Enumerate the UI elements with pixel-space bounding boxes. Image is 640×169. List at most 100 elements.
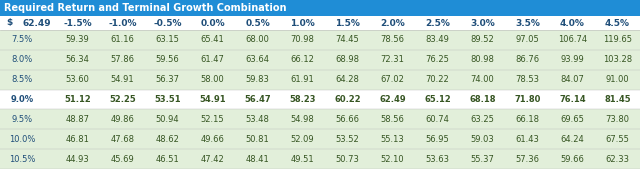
Text: 91.00: 91.00 [605,75,629,84]
Text: 7.5%: 7.5% [12,35,33,44]
Text: 83.49: 83.49 [426,35,449,44]
Text: 78.53: 78.53 [515,75,540,84]
Text: 93.99: 93.99 [561,55,584,64]
Text: -1.0%: -1.0% [108,18,137,28]
Text: 1.0%: 1.0% [290,18,315,28]
Text: 65.41: 65.41 [200,35,225,44]
Text: 3.0%: 3.0% [470,18,495,28]
Text: 4.5%: 4.5% [605,18,630,28]
Text: 50.94: 50.94 [156,115,179,124]
Text: 53.52: 53.52 [335,135,360,144]
Text: 62.33: 62.33 [605,155,630,164]
Text: $: $ [6,18,12,28]
Text: 63.25: 63.25 [470,115,495,124]
Text: 57.86: 57.86 [111,55,134,64]
Text: 70.22: 70.22 [426,75,449,84]
Text: 58.00: 58.00 [200,75,225,84]
Text: 72.31: 72.31 [381,55,404,64]
Text: 68.00: 68.00 [246,35,269,44]
Text: 58.23: 58.23 [289,95,316,104]
Text: 52.10: 52.10 [381,155,404,164]
Text: 89.52: 89.52 [470,35,494,44]
Text: 55.37: 55.37 [470,155,495,164]
Text: 54.98: 54.98 [291,115,314,124]
Text: 2.0%: 2.0% [380,18,405,28]
Text: 61.43: 61.43 [516,135,540,144]
Text: -0.5%: -0.5% [153,18,182,28]
Text: 44.93: 44.93 [66,155,90,164]
Text: 73.80: 73.80 [605,115,630,124]
Text: 2.5%: 2.5% [425,18,450,28]
Text: 119.65: 119.65 [603,35,632,44]
Text: 56.47: 56.47 [244,95,271,104]
Text: 46.81: 46.81 [65,135,90,144]
Text: 1.5%: 1.5% [335,18,360,28]
Text: 53.48: 53.48 [246,115,269,124]
FancyBboxPatch shape [0,110,640,129]
Text: 59.39: 59.39 [66,35,90,44]
Text: 70.98: 70.98 [291,35,314,44]
Text: 57.36: 57.36 [515,155,540,164]
Text: 69.65: 69.65 [561,115,584,124]
Text: 74.00: 74.00 [470,75,494,84]
Text: 64.28: 64.28 [335,75,360,84]
Text: 53.51: 53.51 [154,95,181,104]
Text: 49.51: 49.51 [291,155,314,164]
Text: 56.66: 56.66 [335,115,360,124]
Text: 49.66: 49.66 [200,135,225,144]
Text: 52.15: 52.15 [201,115,224,124]
Text: 68.18: 68.18 [469,95,496,104]
Text: 86.76: 86.76 [515,55,540,64]
Text: 46.51: 46.51 [156,155,179,164]
Text: 61.47: 61.47 [200,55,225,64]
Text: 103.28: 103.28 [603,55,632,64]
FancyBboxPatch shape [0,149,640,169]
Text: 66.18: 66.18 [515,115,540,124]
Text: 80.98: 80.98 [470,55,495,64]
Text: 55.13: 55.13 [381,135,404,144]
Text: 0.5%: 0.5% [245,18,270,28]
FancyBboxPatch shape [0,16,640,30]
Text: 48.62: 48.62 [156,135,179,144]
Text: 8.5%: 8.5% [12,75,33,84]
Text: Required Return and Terminal Growth Combination: Required Return and Terminal Growth Comb… [4,3,287,13]
Text: 62.49: 62.49 [22,18,51,28]
Text: 54.91: 54.91 [111,75,134,84]
Text: 45.69: 45.69 [111,155,134,164]
Text: 56.95: 56.95 [426,135,449,144]
Text: 9.5%: 9.5% [12,115,33,124]
Text: 47.42: 47.42 [200,155,225,164]
Text: 60.22: 60.22 [334,95,361,104]
Text: 56.34: 56.34 [65,55,90,64]
Text: 48.87: 48.87 [65,115,90,124]
Text: 49.86: 49.86 [111,115,134,124]
Text: 62.49: 62.49 [379,95,406,104]
Text: 78.56: 78.56 [381,35,404,44]
FancyBboxPatch shape [0,30,640,50]
Text: 68.98: 68.98 [335,55,360,64]
Text: 53.63: 53.63 [426,155,449,164]
Text: 66.12: 66.12 [291,55,314,64]
Text: 9.0%: 9.0% [10,95,33,104]
Text: 67.55: 67.55 [605,135,629,144]
Text: 59.83: 59.83 [246,75,269,84]
Text: -1.5%: -1.5% [63,18,92,28]
Text: 52.09: 52.09 [291,135,314,144]
Text: 64.24: 64.24 [561,135,584,144]
Text: 76.14: 76.14 [559,95,586,104]
Text: 106.74: 106.74 [558,35,587,44]
Text: 61.16: 61.16 [111,35,134,44]
Text: 63.64: 63.64 [246,55,269,64]
Text: 10.0%: 10.0% [9,135,35,144]
FancyBboxPatch shape [0,50,640,70]
Text: 54.91: 54.91 [199,95,226,104]
FancyBboxPatch shape [0,129,640,149]
Text: 50.73: 50.73 [335,155,360,164]
Text: 59.66: 59.66 [561,155,584,164]
FancyBboxPatch shape [0,70,640,90]
Text: 76.25: 76.25 [426,55,449,64]
Text: 59.03: 59.03 [470,135,494,144]
Text: 97.05: 97.05 [516,35,540,44]
Text: 8.0%: 8.0% [12,55,33,64]
Text: 3.5%: 3.5% [515,18,540,28]
